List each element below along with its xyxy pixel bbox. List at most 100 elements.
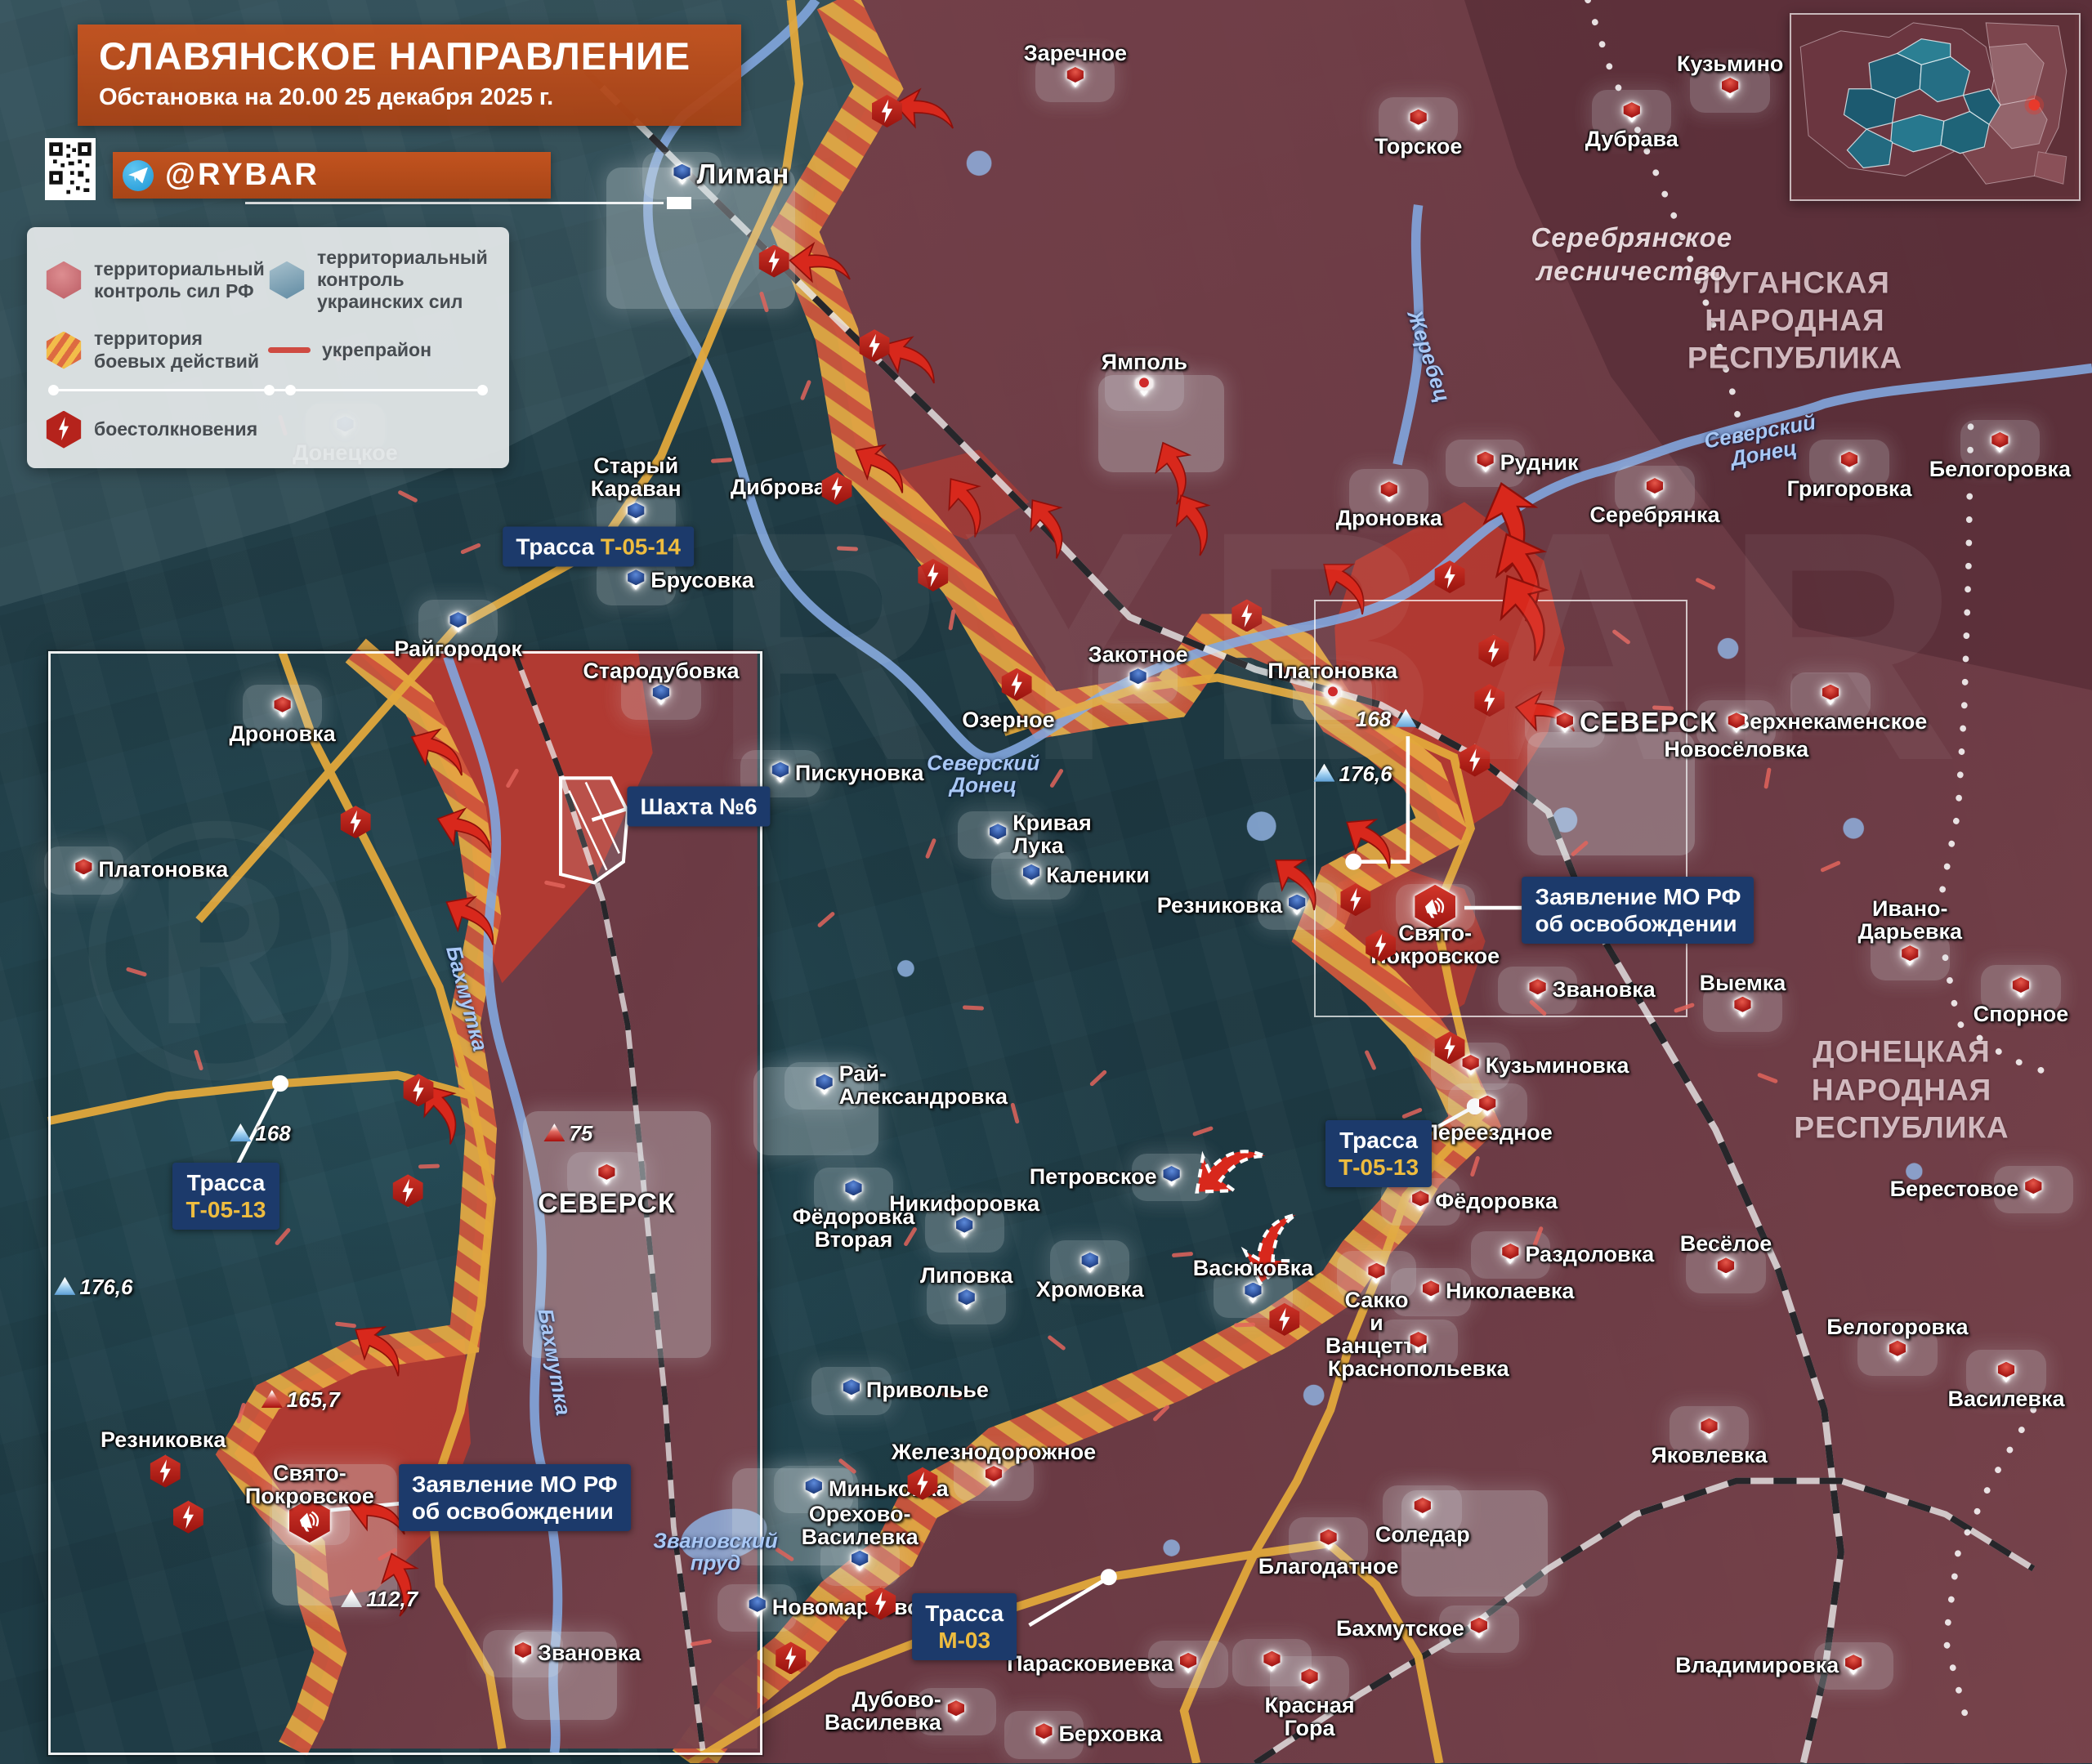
town-label: СЕВЕРСК	[1579, 707, 1718, 739]
town-label: Петровское	[1029, 1164, 1157, 1190]
town-label: Привольье	[865, 1378, 989, 1403]
town-marker	[597, 1163, 615, 1186]
town-marker	[1997, 1361, 2015, 1383]
town-label: Сакко и Ванцетти	[1325, 1287, 1428, 1358]
urban-area	[271, 1463, 398, 1605]
height-value: 176,6	[79, 1274, 133, 1299]
town-label: Заречное	[1023, 40, 1127, 65]
town-marker	[652, 684, 670, 706]
advance-inset-bottom	[234, 1338, 471, 1601]
height-value: 112,7	[366, 1587, 418, 1612]
attack-arrow-inset	[367, 1542, 436, 1623]
town-marker	[844, 1180, 862, 1201]
fortification-mark	[962, 1004, 984, 1011]
callout-text: Шахта №6	[640, 793, 758, 819]
republic-label: ДОНЕЦКАЯ НАРОДНАЯ РЕСПУБЛИКА	[1794, 1034, 2009, 1145]
attack-arrow	[1230, 1199, 1309, 1295]
callout-text: об освобождении	[411, 1498, 614, 1524]
rivers	[443, 0, 2092, 1754]
combat-band-inset	[215, 638, 502, 1756]
callout-text: Заявление МО РФ	[1535, 884, 1741, 909]
town-marker	[1991, 431, 2009, 453]
town-marker	[955, 1217, 973, 1239]
town-marker	[1733, 996, 1751, 1018]
town-marker	[805, 1478, 823, 1499]
town-label: Серебрянка	[1589, 502, 1720, 528]
town-marker	[985, 1466, 1003, 1487]
callout-road-t0514: Трасса Т-05-14	[503, 526, 694, 567]
callout-mod-statement: Заявление МО РФ об освобождении	[1522, 877, 1755, 945]
town-marker	[1320, 1529, 1338, 1551]
height-value: 165,7	[286, 1387, 340, 1413]
telegram-banner[interactable]: @RYBAR	[113, 152, 551, 199]
road-t0513	[1003, 673, 1491, 1764]
town-marker	[1380, 481, 1398, 502]
attack-arrow	[929, 462, 1008, 547]
qr-code[interactable]	[45, 138, 96, 200]
town-marker	[1081, 1252, 1099, 1274]
town-marker	[1477, 451, 1495, 473]
town-marker	[1367, 1262, 1385, 1284]
callout-road-m03: Трасса М-03	[912, 1592, 1017, 1660]
town-label: Рудник	[1500, 449, 1579, 475]
legend-ua-label: территориальный контроль украинских сил	[317, 247, 488, 313]
town-label: Резниковка	[100, 1427, 226, 1452]
town-marker	[843, 1379, 860, 1400]
town-label: Благодатное	[1258, 1553, 1399, 1579]
town-marker	[1129, 668, 1147, 690]
town-marker	[627, 502, 645, 524]
railways	[512, 69, 2036, 1764]
callout-road-t0513: Трасса Т-05-13	[1325, 1119, 1433, 1188]
river-label-звановский-пруд: Звановский пруд	[653, 1528, 778, 1575]
town-label: Железнодорожное	[891, 1440, 1097, 1464]
attack-arrow-inset	[426, 795, 507, 864]
town-label: Никифоровка	[889, 1190, 1040, 1216]
town-marker	[989, 824, 1007, 845]
town-marker	[1163, 1166, 1181, 1187]
town-label: Дроновка	[1335, 506, 1442, 531]
town-label: Владимировка	[1675, 1653, 1839, 1678]
callout-text: Трасса	[186, 1169, 266, 1195]
town-marker	[1414, 1497, 1432, 1519]
legend-fortline-icon	[268, 347, 311, 353]
attack-arrow	[1476, 555, 1583, 672]
town-label: Кривая Лука	[1012, 811, 1092, 859]
legend-ua-hex-icon	[269, 261, 305, 299]
town-marker	[1462, 1055, 1480, 1076]
town-label: Новосёловка	[1664, 737, 1809, 762]
town-marker	[2024, 1178, 2042, 1199]
town-marker	[1410, 109, 1428, 131]
attack-arrow-inset	[404, 1070, 483, 1154]
town-label: Лиман	[696, 159, 790, 190]
callout-mod-statement-inset: Заявление МО РФ об освобождении	[398, 1463, 631, 1532]
town-label: Резниковка	[1156, 892, 1283, 918]
town-marker	[1244, 1282, 1262, 1304]
town-marker	[1022, 864, 1040, 886]
legend-combat-label: территория боевых действий	[94, 328, 260, 372]
town-label: Стародубовка	[583, 658, 740, 683]
town-label: Дроновка	[229, 721, 336, 746]
title-box: СЛАВЯНСКОЕ НАПРАВЛЕНИЕ Обстановка на 20.…	[78, 25, 741, 127]
mine-6-object	[559, 776, 630, 885]
roads	[47, 0, 1491, 1764]
urban-area	[732, 1468, 858, 1566]
town-label: Кузьмино	[1676, 51, 1784, 76]
legend-rf-label: территориальный контроль сил РФ	[94, 257, 265, 301]
river-bakhmutka	[443, 655, 563, 1754]
attack-arrow-inset	[339, 1308, 423, 1387]
town-marker	[1623, 102, 1641, 123]
town-label: Каленики	[1046, 862, 1150, 887]
river-seversky-donets	[643, 0, 2092, 763]
lakes	[681, 150, 1923, 1562]
attack-arrow	[1174, 1118, 1276, 1217]
town-marker	[1501, 1244, 1519, 1265]
town-marker	[851, 1550, 869, 1572]
town-marker	[958, 1289, 976, 1311]
urban-area	[606, 167, 795, 309]
town-label: Яковлевка	[1651, 1442, 1768, 1467]
map-title: СЛАВЯНСКОЕ НАПРАВЛЕНИЕ	[99, 34, 691, 78]
attack-arrow	[871, 322, 954, 395]
town-label: Краснопольевка	[1327, 1355, 1509, 1381]
height-value: 168	[1355, 706, 1392, 731]
